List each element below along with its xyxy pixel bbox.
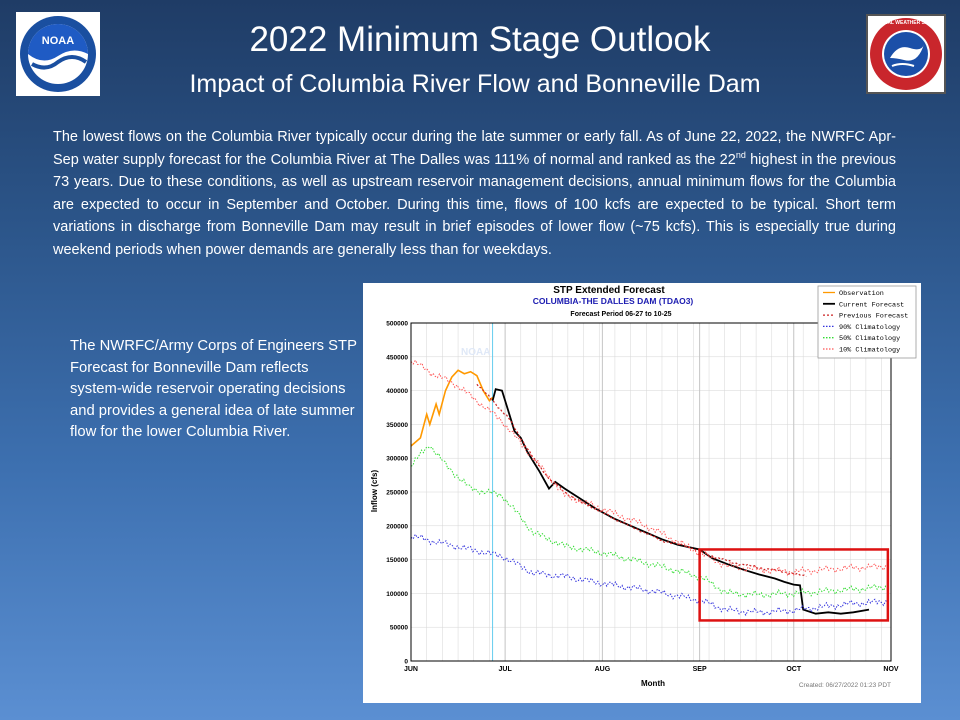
intro-part-2: highest in the previous 73 years. Due to…: [53, 151, 896, 258]
y-tick-label: 250000: [386, 490, 408, 497]
series-line-previous-forecast: [476, 383, 807, 578]
y-axis-ticks: 0 50000 100000 150000 200000 250000 300000 3500…: [386, 321, 408, 666]
nws-logo: NATIONAL WEATHER SERVICE: [866, 14, 946, 94]
chart-svg: 0 50000 100000 150000 200000 250000 300000 3500…: [370, 285, 917, 689]
series-line-current-forecast: [491, 388, 870, 615]
chart-period: Forecast Period 06-27 to 10-25: [570, 311, 671, 318]
chart-grid: [410, 322, 892, 662]
y-tick-label: 350000: [386, 422, 408, 429]
chart-watermark: NOAA: [461, 347, 490, 358]
y-tick-label: 150000: [386, 557, 408, 564]
slide-subtitle: Impact of Columbia River Flow and Bonnev…: [189, 70, 761, 98]
y-tick-label: 0: [404, 659, 408, 666]
y-tick-label: 450000: [386, 354, 408, 361]
y-tick-label: 200000: [386, 523, 408, 530]
legend-label: Previous Forecast: [839, 313, 908, 321]
stp-forecast-chart: 0 50000 100000 150000 200000 250000 300000 3500…: [363, 283, 921, 703]
legend-label: Observation: [839, 290, 884, 298]
y-tick-label: 50000: [390, 625, 408, 632]
series-line-clim-10: [410, 359, 889, 576]
slide-title: 2022 Minimum Stage Outlook: [249, 20, 711, 59]
legend-label: 50% Climatology: [839, 335, 900, 343]
legend-box: [817, 285, 917, 359]
y-tick-label: 100000: [386, 591, 408, 598]
x-tick-label: OCT: [786, 666, 802, 673]
chart-series: [410, 359, 889, 617]
chart-title: STP Extended Forecast: [553, 285, 665, 296]
noaa-logo-text: NOAA: [42, 35, 74, 47]
intro-part-1: The lowest flows on the Columbia River t…: [53, 129, 896, 168]
y-tick-label: 500000: [386, 321, 408, 328]
x-tick-label: NOV: [883, 666, 899, 673]
plot-frame: [410, 322, 892, 662]
y-tick-label: 300000: [386, 456, 408, 463]
x-axis-ticks: JUN JUL AUG SEP OCT NOV: [404, 666, 899, 673]
legend-label: 90% Climatology: [839, 324, 900, 332]
side-note: The NWRFC/Army Corps of Engineers STP Fo…: [70, 338, 357, 440]
x-axis-label: Month: [641, 679, 665, 688]
x-tick-label: SEP: [693, 666, 707, 673]
nws-logo-text: NATIONAL WEATHER SERVICE: [869, 20, 945, 26]
series-line-observation: [410, 369, 494, 447]
intro-paragraph: The lowest flows on the Columbia River t…: [53, 126, 896, 262]
legend-items: Observation Current Forecast Previous Fore…: [823, 290, 908, 355]
chart-subtitle: COLUMBIA-THE DALLES DAM (TDAO3): [533, 296, 694, 306]
intro-ordinal-suffix: nd: [735, 149, 746, 160]
y-tick-label: 400000: [386, 388, 408, 395]
y-axis-label: Inflow (cfs): [370, 470, 379, 513]
series-line-clim-50: [410, 446, 889, 599]
series-line-clim-90: [410, 533, 889, 617]
minimum-flow-highlight-box: [698, 548, 890, 622]
x-tick-label: AUG: [595, 666, 611, 673]
legend-label: 10% Climatology: [839, 347, 900, 355]
x-tick-label: JUL: [499, 666, 513, 673]
noaa-logo: NOAA: [16, 12, 100, 96]
chart-legend: Observation Current Forecast Previous Fore…: [817, 285, 917, 359]
x-tick-label: JUN: [404, 666, 418, 673]
created-stamp: Created: 06/27/2022 01:23 PDT: [799, 682, 891, 689]
legend-label: Current Forecast: [839, 301, 904, 309]
